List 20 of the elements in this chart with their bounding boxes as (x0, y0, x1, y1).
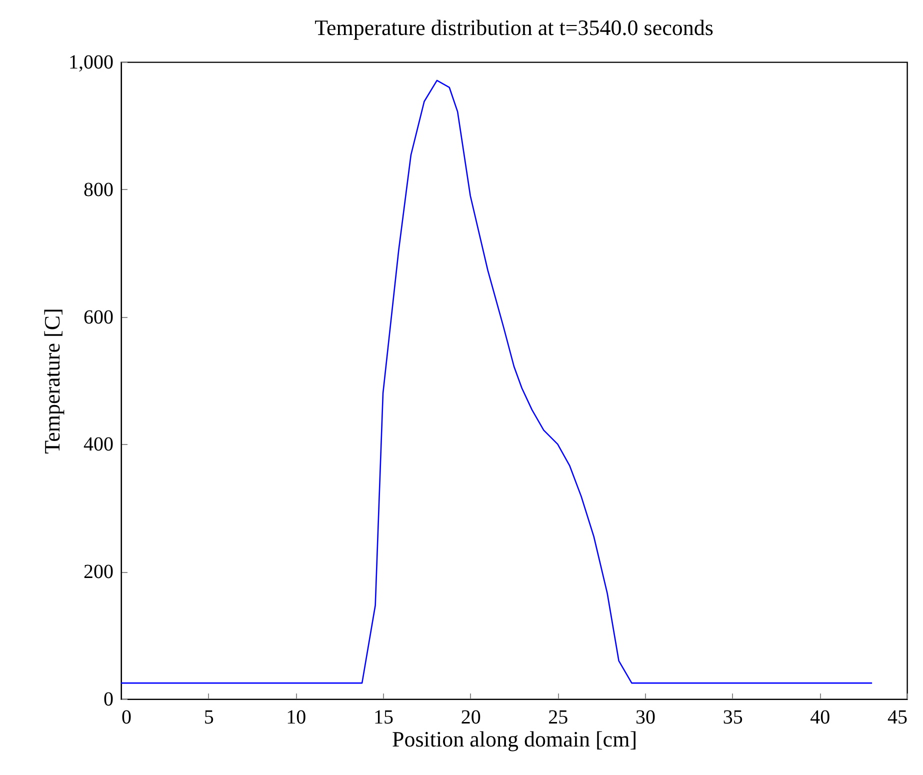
x-tick-label: 25 (548, 706, 568, 728)
x-tick-label: 10 (286, 706, 306, 728)
x-tick-label: 35 (722, 706, 743, 728)
y-tick-label: 400 (84, 434, 114, 456)
x-tick-label: 30 (636, 706, 656, 728)
x-axis-title: Position along domain [cm] (392, 726, 638, 752)
y-tick-label: 600 (84, 306, 114, 328)
x-tick-label: 45 (888, 706, 908, 728)
y-tick-label: 1,000 (68, 52, 114, 74)
x-tick-label: 0 (122, 706, 132, 728)
y-tick-label: 200 (84, 561, 114, 584)
x-tick-label: 5 (204, 706, 214, 728)
chart-title: Temperature distribution at t=3540.0 seconds (314, 15, 714, 40)
y-tick-label: 800 (84, 178, 114, 201)
y-axis-title: Temperature [C] (40, 308, 64, 454)
x-tick-label: 15 (374, 706, 394, 728)
x-tick-label: 40 (810, 706, 830, 728)
y-tick-label: 0 (104, 688, 114, 710)
line-series (121, 80, 873, 684)
x-tick-label: 20 (460, 706, 481, 728)
